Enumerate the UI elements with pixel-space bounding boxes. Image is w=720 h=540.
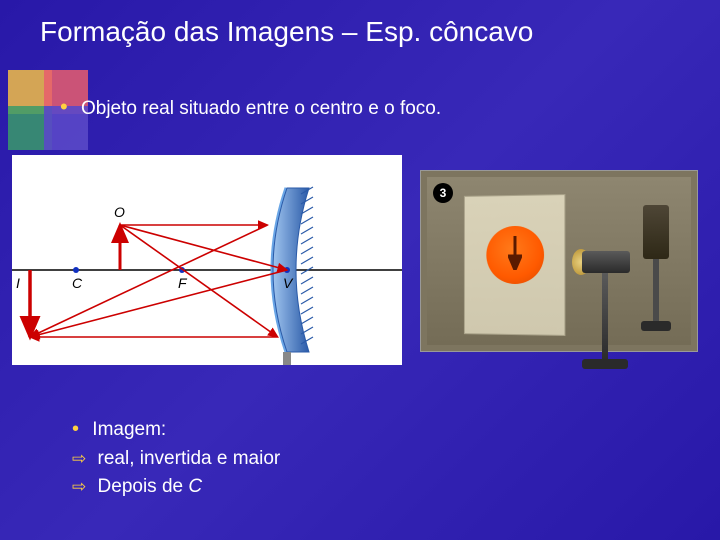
light-source: [582, 237, 642, 297]
image-prop-line-2: ⇨ Depois de C: [72, 473, 280, 502]
svg-text:I: I: [16, 275, 20, 291]
arrow-bullet-icon: ⇨: [72, 477, 86, 496]
image-prop-1: real, invertida e maior: [98, 448, 281, 469]
image-heading: Imagem:: [92, 419, 166, 440]
top-bullet-text: Objeto real situado entre o centro e o f…: [81, 98, 441, 119]
slide-title: Formação das Imagens – Esp. côncavo: [40, 16, 700, 48]
lamp-base: [582, 359, 628, 369]
mirror-stand: [637, 205, 677, 335]
arrow-bullet-icon: ⇨: [72, 449, 86, 468]
photo-bg: 3: [427, 177, 691, 345]
projection-screen: [464, 194, 565, 336]
photo-number-badge: 3: [433, 183, 453, 203]
projected-arrow-icon: [508, 236, 522, 270]
bullet-dot-icon: •: [60, 94, 68, 119]
lamp-post: [602, 273, 608, 363]
image-prop-2-prefix: Depois de: [98, 476, 189, 497]
mirror-stem: [653, 259, 659, 325]
svg-text:O: O: [114, 204, 125, 220]
lamp-body: [582, 251, 630, 273]
top-bullet: • Objeto real situado entre o centro e o…: [60, 94, 441, 120]
ray-diagram: CFVIO: [12, 155, 402, 365]
ray-diagram-svg: CFVIO: [12, 155, 402, 365]
svg-text:F: F: [178, 275, 188, 291]
bottom-bullets: • Imagem: ⇨ real, invertida e maior ⇨ De…: [72, 414, 280, 502]
mirror-holder: [643, 205, 669, 259]
svg-text:C: C: [72, 275, 83, 291]
bullet-dot-icon: •: [72, 418, 79, 440]
image-prop-line-1: ⇨ real, invertida e maior: [72, 445, 280, 474]
image-prop-2-ital: C: [188, 476, 202, 497]
image-heading-line: • Imagem:: [72, 414, 280, 445]
mirror-base: [641, 321, 671, 331]
experiment-photo: 3: [420, 170, 698, 352]
